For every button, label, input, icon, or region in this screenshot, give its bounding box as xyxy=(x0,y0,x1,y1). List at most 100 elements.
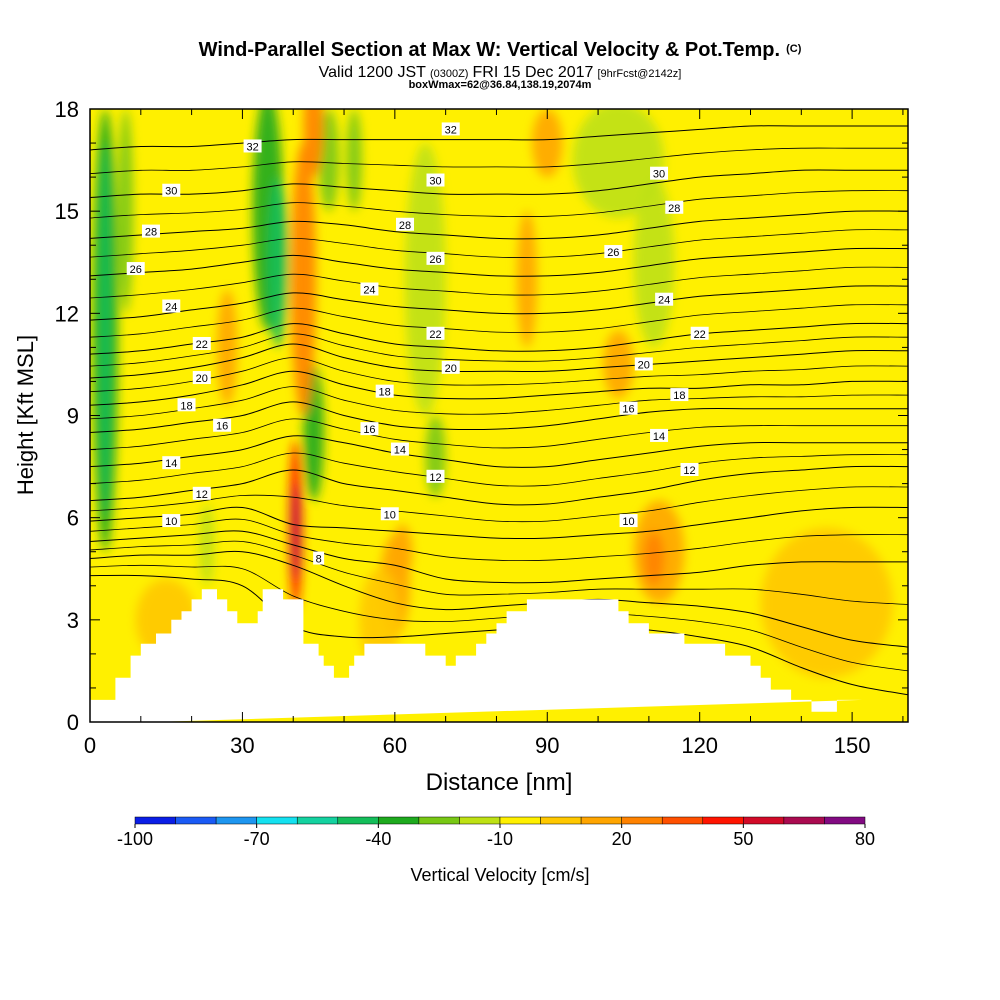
colorbar-tick-label: 20 xyxy=(612,829,632,849)
theta-contour xyxy=(90,169,908,198)
contour-label-bg xyxy=(380,507,399,521)
w-feature xyxy=(117,109,134,314)
colorbar: -100 -70 -40 -10 20 50 80 xyxy=(117,816,875,849)
contour-label-text: 28 xyxy=(668,203,680,215)
contour-label-text: 8 xyxy=(316,554,322,566)
theta-contour xyxy=(90,229,908,258)
colorbar-tick-label: -40 xyxy=(365,829,391,849)
contour-label: 12 xyxy=(680,462,699,477)
contour-label-text: 32 xyxy=(246,141,258,153)
contour-label: 14 xyxy=(390,442,409,457)
colorbar-swatch xyxy=(540,816,582,825)
contour-label: 16 xyxy=(360,422,379,436)
theta-contour xyxy=(90,435,908,468)
contour-label: 28 xyxy=(665,200,684,215)
contour-label-text: 10 xyxy=(622,516,634,528)
terrain xyxy=(90,589,863,722)
contour-label-text: 30 xyxy=(165,186,177,198)
contour-label-text: 10 xyxy=(165,516,177,528)
contour-label: 20 xyxy=(634,357,653,371)
contour-label: 18 xyxy=(375,384,394,399)
contour-label: 24 xyxy=(655,292,674,307)
subtitle-valid: Valid 1200 JST xyxy=(319,64,427,81)
contour-label: 26 xyxy=(604,245,623,259)
contour-label-text: 26 xyxy=(607,247,619,259)
theta-contour xyxy=(90,486,908,523)
subtitle-forecast: [9hrFcst@2142z] xyxy=(597,68,681,80)
colorbar-tick-label: -100 xyxy=(117,829,153,849)
colorbar-swatch xyxy=(215,816,257,825)
contour-label-bg xyxy=(162,183,181,197)
contour-label: 20 xyxy=(192,371,211,385)
theta-contour xyxy=(90,370,908,406)
x-tick-label: 150 xyxy=(834,733,871,758)
contour-label-bg xyxy=(192,486,211,500)
subtitle-date: FRI 15 Dec 2017 xyxy=(472,64,593,81)
contour-label-bg xyxy=(313,551,325,565)
contour-label: 22 xyxy=(426,326,445,341)
theta-contour xyxy=(90,322,908,355)
contour-label: 16 xyxy=(213,418,232,433)
contour-label-text: 26 xyxy=(130,264,142,276)
contour-label-text: 18 xyxy=(180,400,192,412)
subtitle-utc: (0300Z) xyxy=(430,68,469,80)
contour-label-text: 12 xyxy=(429,472,441,484)
contour-label: 28 xyxy=(396,217,415,232)
theta-contour xyxy=(90,386,908,420)
contour-label-bg xyxy=(126,262,145,276)
y-tick-label: 0 xyxy=(67,710,79,735)
contour-label-text: 24 xyxy=(165,302,177,314)
contour-label: 30 xyxy=(426,173,445,188)
contour-label-bg xyxy=(177,398,196,412)
contour-label-text: 16 xyxy=(622,404,634,416)
contour-label-text: 20 xyxy=(445,363,457,375)
y-tick-label: 3 xyxy=(67,608,79,633)
w-feature xyxy=(392,524,413,579)
colorbar-swatch xyxy=(378,816,420,825)
contour-label-bg xyxy=(665,200,684,214)
contour-label: 10 xyxy=(380,507,399,521)
chart-subtitle: Valid 1200 JST (0300Z) FRI 15 Dec 2017 [9hr… xyxy=(319,64,682,81)
contour-label-bg xyxy=(192,336,211,350)
theta-contour xyxy=(90,550,908,648)
plot-area: 32 32 30 30 30 28 28 28 26 26 26 24 24 24 22 22 22 20 20 20… xyxy=(90,109,908,722)
chart-box-info: boxWmax=62@36.84,138.19,2074m xyxy=(409,79,592,91)
x-tick-label: 60 xyxy=(383,733,407,758)
w-feature xyxy=(532,109,563,178)
theta-contour xyxy=(90,506,908,540)
contour-label-bg xyxy=(604,245,623,259)
contour-label-bg xyxy=(426,326,445,340)
contour-label-bg xyxy=(655,292,674,306)
w-feature xyxy=(199,504,215,586)
theta-contour xyxy=(90,190,908,219)
contour-label: 22 xyxy=(192,336,211,351)
contour-label: 14 xyxy=(162,456,181,470)
colorbar-label: Vertical Velocity [cm/s] xyxy=(410,865,589,885)
contour-label-text: 12 xyxy=(683,465,695,477)
contour-label-bg xyxy=(680,462,699,476)
x-tick-label: 0 xyxy=(84,733,96,758)
contour-label-text: 22 xyxy=(429,329,441,341)
contour-label-bg xyxy=(213,418,232,432)
contour-labels: 32 32 30 30 30 28 28 28 26 26 26 24 24 24 22 22 22 20 20 20… xyxy=(126,122,709,566)
x-tick-label: 30 xyxy=(230,733,254,758)
contour-label: 8 xyxy=(313,551,325,566)
contour-label: 32 xyxy=(441,122,460,136)
theta-contour xyxy=(90,266,908,299)
theta-contour xyxy=(90,343,908,379)
contour-label: 10 xyxy=(162,514,181,528)
colorbar-swatch xyxy=(499,816,541,825)
contour-label: 18 xyxy=(177,398,196,412)
contour-label-text: 18 xyxy=(379,387,391,399)
contour-label: 24 xyxy=(360,282,379,296)
theta-contour xyxy=(90,333,908,367)
contour-label-bg xyxy=(162,514,181,528)
contour-label-bg xyxy=(390,442,409,456)
contour-label-text: 24 xyxy=(658,295,670,307)
contour-label-bg xyxy=(441,122,460,136)
contour-label-text: 24 xyxy=(363,284,375,296)
contour-label: 30 xyxy=(162,183,181,198)
theta-contour xyxy=(90,452,908,487)
colorbar-swatch xyxy=(580,816,622,825)
